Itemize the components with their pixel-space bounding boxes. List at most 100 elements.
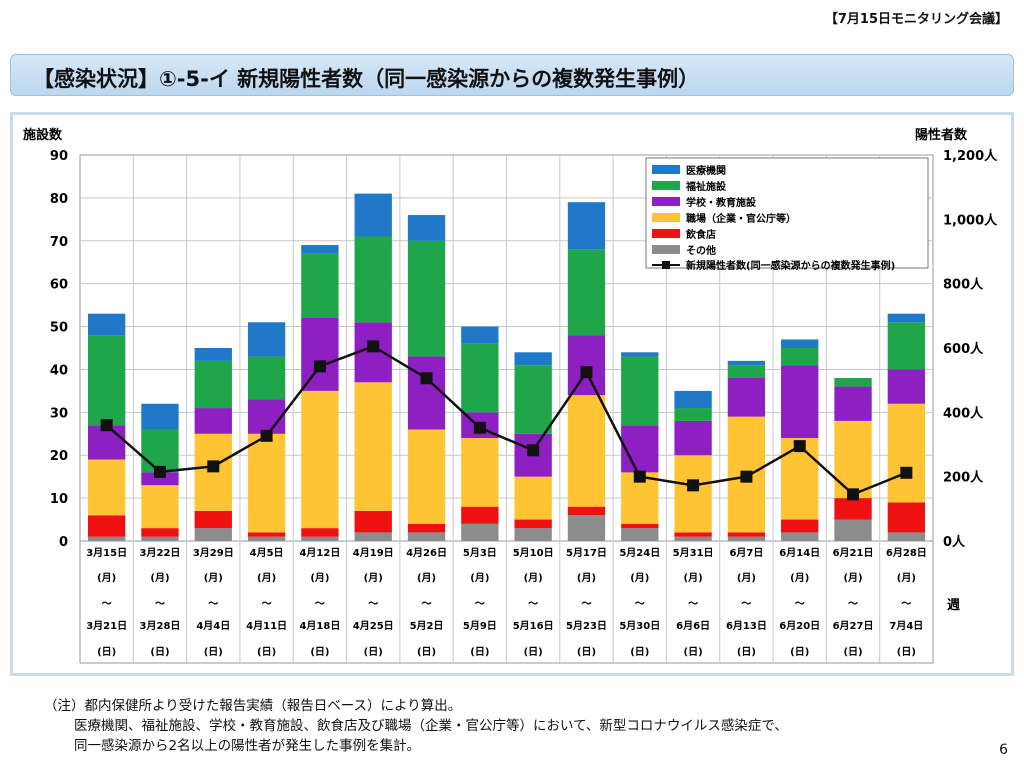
y2-tick-label: 400人 [943, 405, 984, 421]
x-tick-label: 3月22日 [140, 547, 181, 559]
line-point [793, 440, 806, 453]
x-tick-label: (月) [204, 572, 223, 584]
line-point [473, 421, 486, 434]
bar-segment [621, 528, 659, 541]
x-tick-label: ～ [102, 599, 112, 610]
x-tick-label: (日) [790, 646, 809, 658]
bar-segment [674, 408, 712, 421]
note-line-1: （注）都内保健所より受けた報告実績（報告日ベース）により算出。 [44, 698, 462, 714]
x-tick-label: (日) [684, 646, 703, 658]
x-tick-label: 4月11日 [246, 620, 287, 632]
bar-segment [887, 403, 926, 503]
bar-segment [301, 253, 339, 318]
bar-segment [887, 369, 926, 404]
x-tick-label: 4月18日 [299, 620, 340, 632]
bar-segment [354, 510, 392, 533]
line-point [527, 444, 540, 457]
x-tick-label: 4月25日 [353, 620, 394, 632]
bar-segment [781, 532, 819, 541]
x-tick-label: ～ [422, 599, 432, 610]
bar-segment [727, 378, 766, 417]
bar-segment [407, 532, 446, 541]
page-number: 6 [999, 742, 1008, 758]
bar-segment [194, 348, 232, 361]
bar-segment [194, 360, 232, 409]
bar-segment [514, 519, 552, 529]
bar-segment [887, 322, 926, 370]
legend-swatch [652, 229, 680, 238]
bar-segment [567, 202, 606, 250]
x-tick-label: 6月28日 [886, 547, 927, 559]
bar-segment [621, 523, 659, 529]
x-tick-label: 4月5日 [250, 547, 284, 559]
x-tick-label: (日) [524, 646, 543, 658]
legend-swatch [652, 165, 680, 174]
y2-tick-label: 1,000人 [943, 212, 998, 228]
x-tick-label: ～ [155, 599, 165, 610]
page-title: 【感染状況】①-5-イ 新規陽性者数（同一感染源からの複数発生事例） [33, 67, 700, 91]
bar-segment [781, 365, 819, 439]
x-tick-label: 5月24日 [619, 547, 660, 559]
x-tick-label: (日) [630, 646, 649, 658]
title-bar: 【感染状況】①-5-イ 新規陽性者数（同一感染源からの複数発生事例） [10, 54, 1014, 96]
x-tick-label: ～ [368, 599, 378, 610]
bar-segment [674, 532, 712, 537]
x-tick-label: (月) [630, 572, 649, 584]
x-tick-label: (月) [843, 572, 862, 584]
y-tick-label: 50 [50, 321, 68, 336]
y-tick-label: 10 [50, 492, 68, 507]
x-tick-label: ～ [848, 599, 858, 610]
chart-panel: 0 10 20 30 40 50 60 70 80 90 0人 200人 400人 600人 800人 1,0… [10, 112, 1014, 676]
x-tick-label: (日) [577, 646, 596, 658]
x-tick-label: (日) [843, 646, 862, 658]
x-tick-label: 6月13日 [726, 620, 767, 632]
legend-label: 新規陽性者数(同一感染源からの複数発生事例) [686, 259, 895, 272]
bar-segment [781, 519, 819, 533]
bar-segment [887, 532, 926, 541]
x-tick-label: (月) [470, 572, 489, 584]
line-series [105, 345, 907, 496]
y2-tick-label: 200人 [943, 470, 984, 486]
bar-segment [141, 485, 179, 529]
bar-segment [514, 352, 552, 366]
notes: （注）都内保健所より受けた報告実績（報告日ベース）により算出。 医療機関、福祉施… [44, 696, 788, 756]
x-tick-label: 5月17日 [566, 547, 607, 559]
y-tick-label: 90 [50, 149, 68, 164]
bar-segment [567, 515, 606, 541]
y-axis-label: 施設数 [23, 127, 63, 143]
bar-segment [674, 420, 712, 456]
x-tick-label: 4月4日 [196, 620, 230, 632]
bar-segment [247, 322, 286, 357]
y2-tick-label: 1,200人 [943, 148, 998, 164]
x-tick-label: (月) [737, 572, 756, 584]
y-tick-label: 40 [50, 363, 68, 378]
bar-segment [301, 390, 339, 529]
bar-segment [354, 236, 392, 323]
x-axis-label: 週 [947, 598, 960, 613]
bar-segment [834, 519, 872, 541]
x-tick-label: 5月23日 [566, 620, 607, 632]
x-tick-label: (月) [97, 572, 116, 584]
bar-segment [194, 528, 232, 541]
bar-segment [194, 408, 232, 434]
legend-label: 職場（企業・官公庁等） [686, 212, 796, 225]
y-tick-label: 80 [50, 192, 68, 207]
x-tick-label: 3月21日 [86, 620, 127, 632]
x-tick-label: (日) [364, 646, 383, 658]
legend-label: 飲食店 [685, 228, 716, 241]
y2-tick-label: 600人 [943, 341, 984, 357]
legend-swatch [652, 245, 680, 254]
bar-segment [727, 536, 766, 541]
bar-segment [567, 506, 606, 516]
bar-segment [407, 429, 446, 524]
y-tick-label: 20 [50, 449, 68, 464]
x-tick-label: 6月7日 [729, 547, 763, 559]
legend-swatch [652, 181, 680, 190]
bar-segment [674, 390, 712, 409]
x-tick-label: 5月30日 [619, 620, 660, 632]
bar-segment [354, 532, 392, 541]
x-tick-label: (日) [257, 646, 276, 658]
bar-segment [87, 515, 126, 537]
bar-segment [87, 459, 126, 516]
x-tick-label: 6月6日 [676, 620, 710, 632]
